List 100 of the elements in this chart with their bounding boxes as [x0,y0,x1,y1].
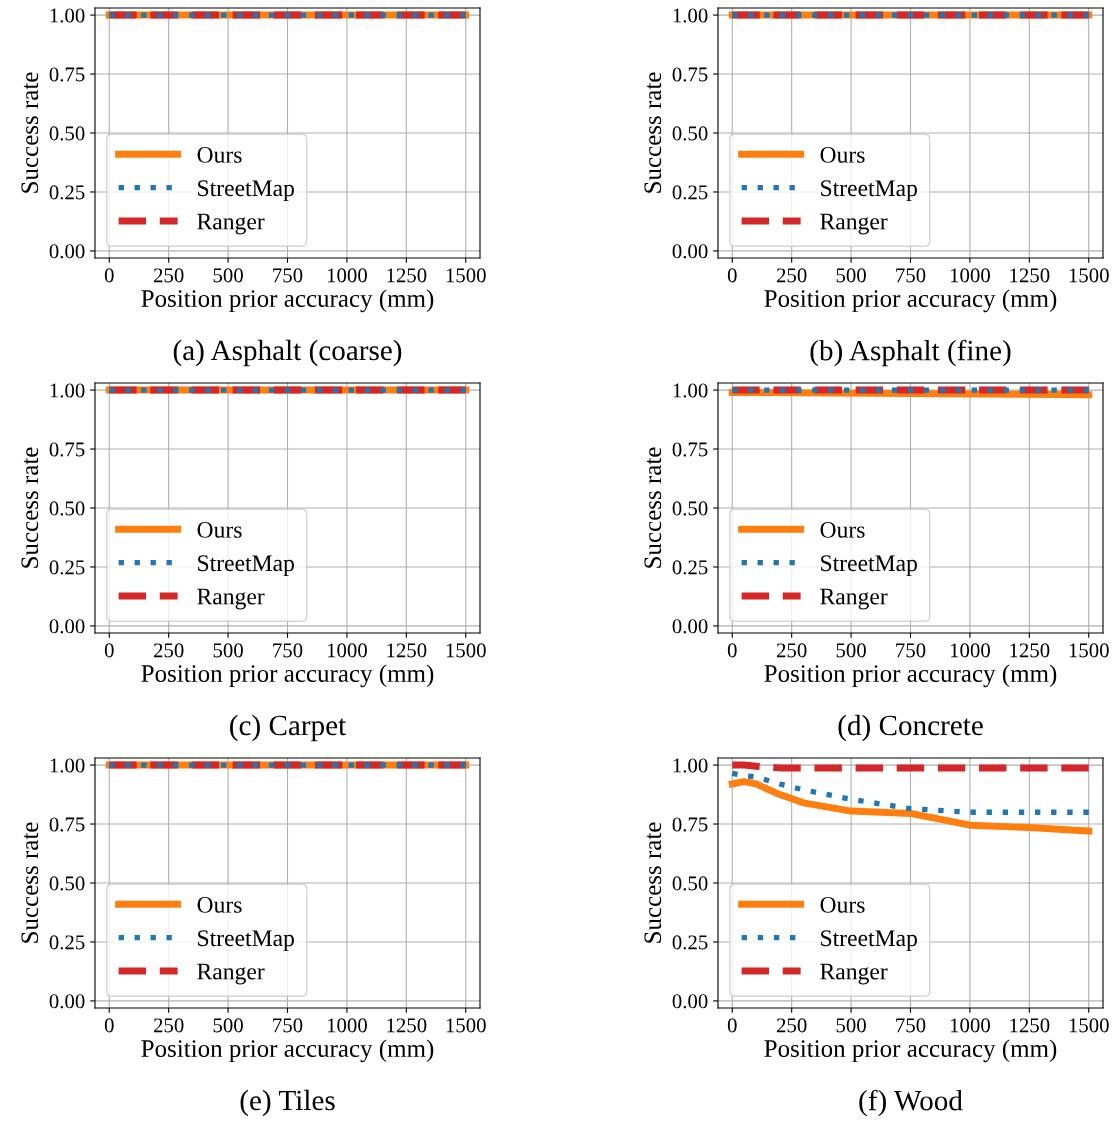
y-tick-label: 0.25 [672,935,708,950]
x-tick-label: 500 [836,1018,866,1033]
legend-label: Ranger [197,588,265,610]
y-tick-label: 0.50 [49,876,85,891]
x-tick-label: 500 [213,1018,243,1033]
x-tick-label: 500 [836,643,866,658]
x-axis-title: Position prior accuracy (mm) [764,1039,1057,1063]
y-tick-label: 0.75 [672,817,708,832]
y-tick-label: 0.75 [49,67,85,82]
x-tick-label: 1000 [327,1018,367,1033]
y-tick-label: 0.00 [49,994,85,1009]
legend-label: StreetMap [821,555,917,576]
x-tick-label: 1000 [950,643,990,658]
x-tick-label: 1500 [1069,268,1109,283]
x-axis-title: Position prior accuracy (mm) [764,289,1057,313]
x-tick-label: 1500 [1069,1018,1109,1033]
y-tick-label: 0.75 [672,442,708,457]
text: (e) Tiles [240,1089,335,1117]
y-axis-title: Success rate [21,72,39,193]
x-tick-label: 250 [153,1018,184,1033]
x-tick-label: 500 [213,268,243,283]
legend-label: Ours [820,521,865,538]
x-tick-label: 1000 [327,268,367,283]
y-tick-label: 0.50 [49,126,85,141]
x-axis-title: Position prior accuracy (mm) [141,664,434,688]
text: (c) Carpet [230,714,347,742]
x-axis-title: Position prior accuracy (mm) [141,289,434,313]
x-tick-label: 1250 [1010,268,1050,283]
y-tick-label: 0.25 [672,185,708,200]
x-tick-label: 1500 [1069,643,1109,658]
y-tick-label: 0.75 [49,817,85,832]
x-tick-label: 1250 [1010,1018,1050,1033]
x-tick-label: 0 [104,1018,114,1033]
y-tick-label: 0.75 [672,67,708,82]
y-tick-label: 1.00 [673,8,708,23]
x-tick-label: 250 [776,1018,807,1033]
x-axis-title: Position prior accuracy (mm) [141,1039,434,1063]
y-tick-label: 1.00 [50,8,85,23]
y-tick-label: 0.25 [49,185,85,200]
y-tick-label: 0.50 [672,876,708,891]
x-tick-label: 0 [727,268,737,283]
y-tick-label: 0.25 [49,560,85,575]
x-tick-label: 500 [836,268,866,283]
y-tick-label: 1.00 [673,758,708,773]
text: (b) Asphalt (fine) [810,339,1011,367]
x-tick-label: 1250 [387,268,427,283]
y-tick-label: 0.00 [49,619,85,634]
legend-label: Ranger [197,963,265,985]
y-axis-title: Success rate [644,72,662,193]
legend-label: StreetMap [198,930,294,951]
legend-label: Ranger [197,213,265,235]
x-tick-label: 250 [776,643,807,658]
x-tick-label: 0 [104,643,114,658]
x-tick-label: 0 [727,1018,737,1033]
x-tick-label: 1000 [327,643,367,658]
x-tick-label: 1000 [950,1018,990,1033]
x-tick-label: 250 [776,268,807,283]
y-tick-label: 0.25 [49,935,85,950]
y-axis-title: Success rate [644,447,662,568]
x-tick-label: 750 [273,1018,303,1033]
y-axis-title: Success rate [21,822,39,943]
x-tick-label: 1250 [1010,643,1050,658]
legend-label: StreetMap [198,180,294,201]
y-tick-label: 0.50 [49,501,85,516]
legend-label: Ours [197,521,242,538]
x-tick-label: 0 [727,643,737,658]
y-tick-label: 1.00 [50,758,85,773]
text: (f) Wood [859,1089,963,1117]
x-tick-label: 1500 [446,643,486,658]
x-tick-label: 750 [273,643,303,658]
y-axis-title: Success rate [21,447,39,568]
y-tick-label: 1.00 [50,383,85,398]
y-axis-title: Success rate [644,822,662,943]
x-tick-label: 750 [896,1018,926,1033]
x-axis-title: Position prior accuracy (mm) [764,664,1057,688]
y-tick-label: 0.00 [672,994,708,1009]
y-tick-label: 0.25 [672,560,708,575]
legend-label: Ranger [820,963,888,985]
text: (a) Asphalt (coarse) [173,339,402,367]
y-tick-label: 0.75 [49,442,85,457]
legend-label: Ours [197,896,242,913]
y-tick-label: 1.00 [673,383,708,398]
x-tick-label: 1500 [446,268,486,283]
y-tick-label: 0.50 [672,126,708,141]
x-tick-label: 1500 [446,1018,486,1033]
x-tick-label: 750 [273,268,303,283]
text: (d) Concrete [838,714,983,742]
legend-label: StreetMap [821,180,917,201]
legend-label: Ours [820,146,865,163]
x-tick-label: 250 [153,268,184,283]
legend-label: StreetMap [198,555,294,576]
y-tick-label: 0.00 [49,244,85,259]
legend-label: Ranger [820,213,888,235]
x-tick-label: 750 [896,643,926,658]
x-tick-label: 500 [213,643,243,658]
x-tick-label: 0 [104,268,114,283]
x-tick-label: 250 [153,643,184,658]
legend-label: Ours [820,896,865,913]
x-tick-label: 1250 [387,643,427,658]
x-tick-label: 750 [896,268,926,283]
